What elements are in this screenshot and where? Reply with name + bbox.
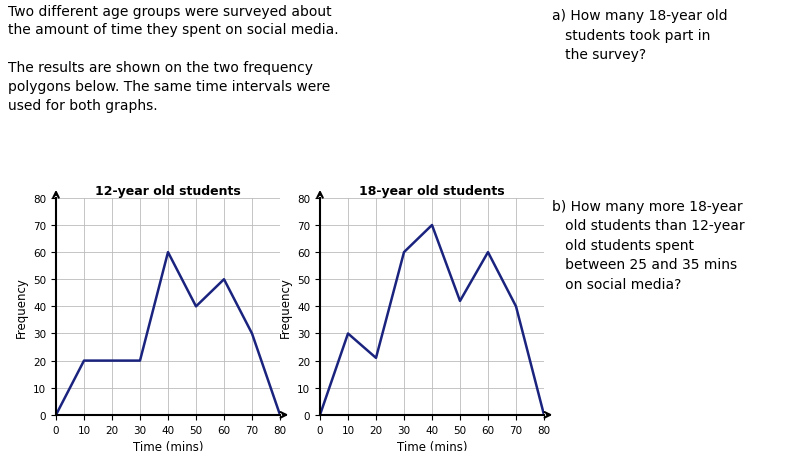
Title: 18-year old students: 18-year old students xyxy=(359,184,505,197)
Title: 12-year old students: 12-year old students xyxy=(95,184,241,197)
X-axis label: Time (mins): Time (mins) xyxy=(397,440,467,451)
Text: a) How many 18-year old
   students took part in
   the survey?: a) How many 18-year old students took pa… xyxy=(552,9,728,62)
Y-axis label: Frequency: Frequency xyxy=(14,276,27,337)
Y-axis label: Frequency: Frequency xyxy=(278,276,291,337)
Text: Two different age groups were surveyed about
the amount of time they spent on so: Two different age groups were surveyed a… xyxy=(8,5,338,113)
Text: b) How many more 18-year
   old students than 12-year
   old students spent
   b: b) How many more 18-year old students th… xyxy=(552,199,745,291)
X-axis label: Time (mins): Time (mins) xyxy=(133,440,203,451)
